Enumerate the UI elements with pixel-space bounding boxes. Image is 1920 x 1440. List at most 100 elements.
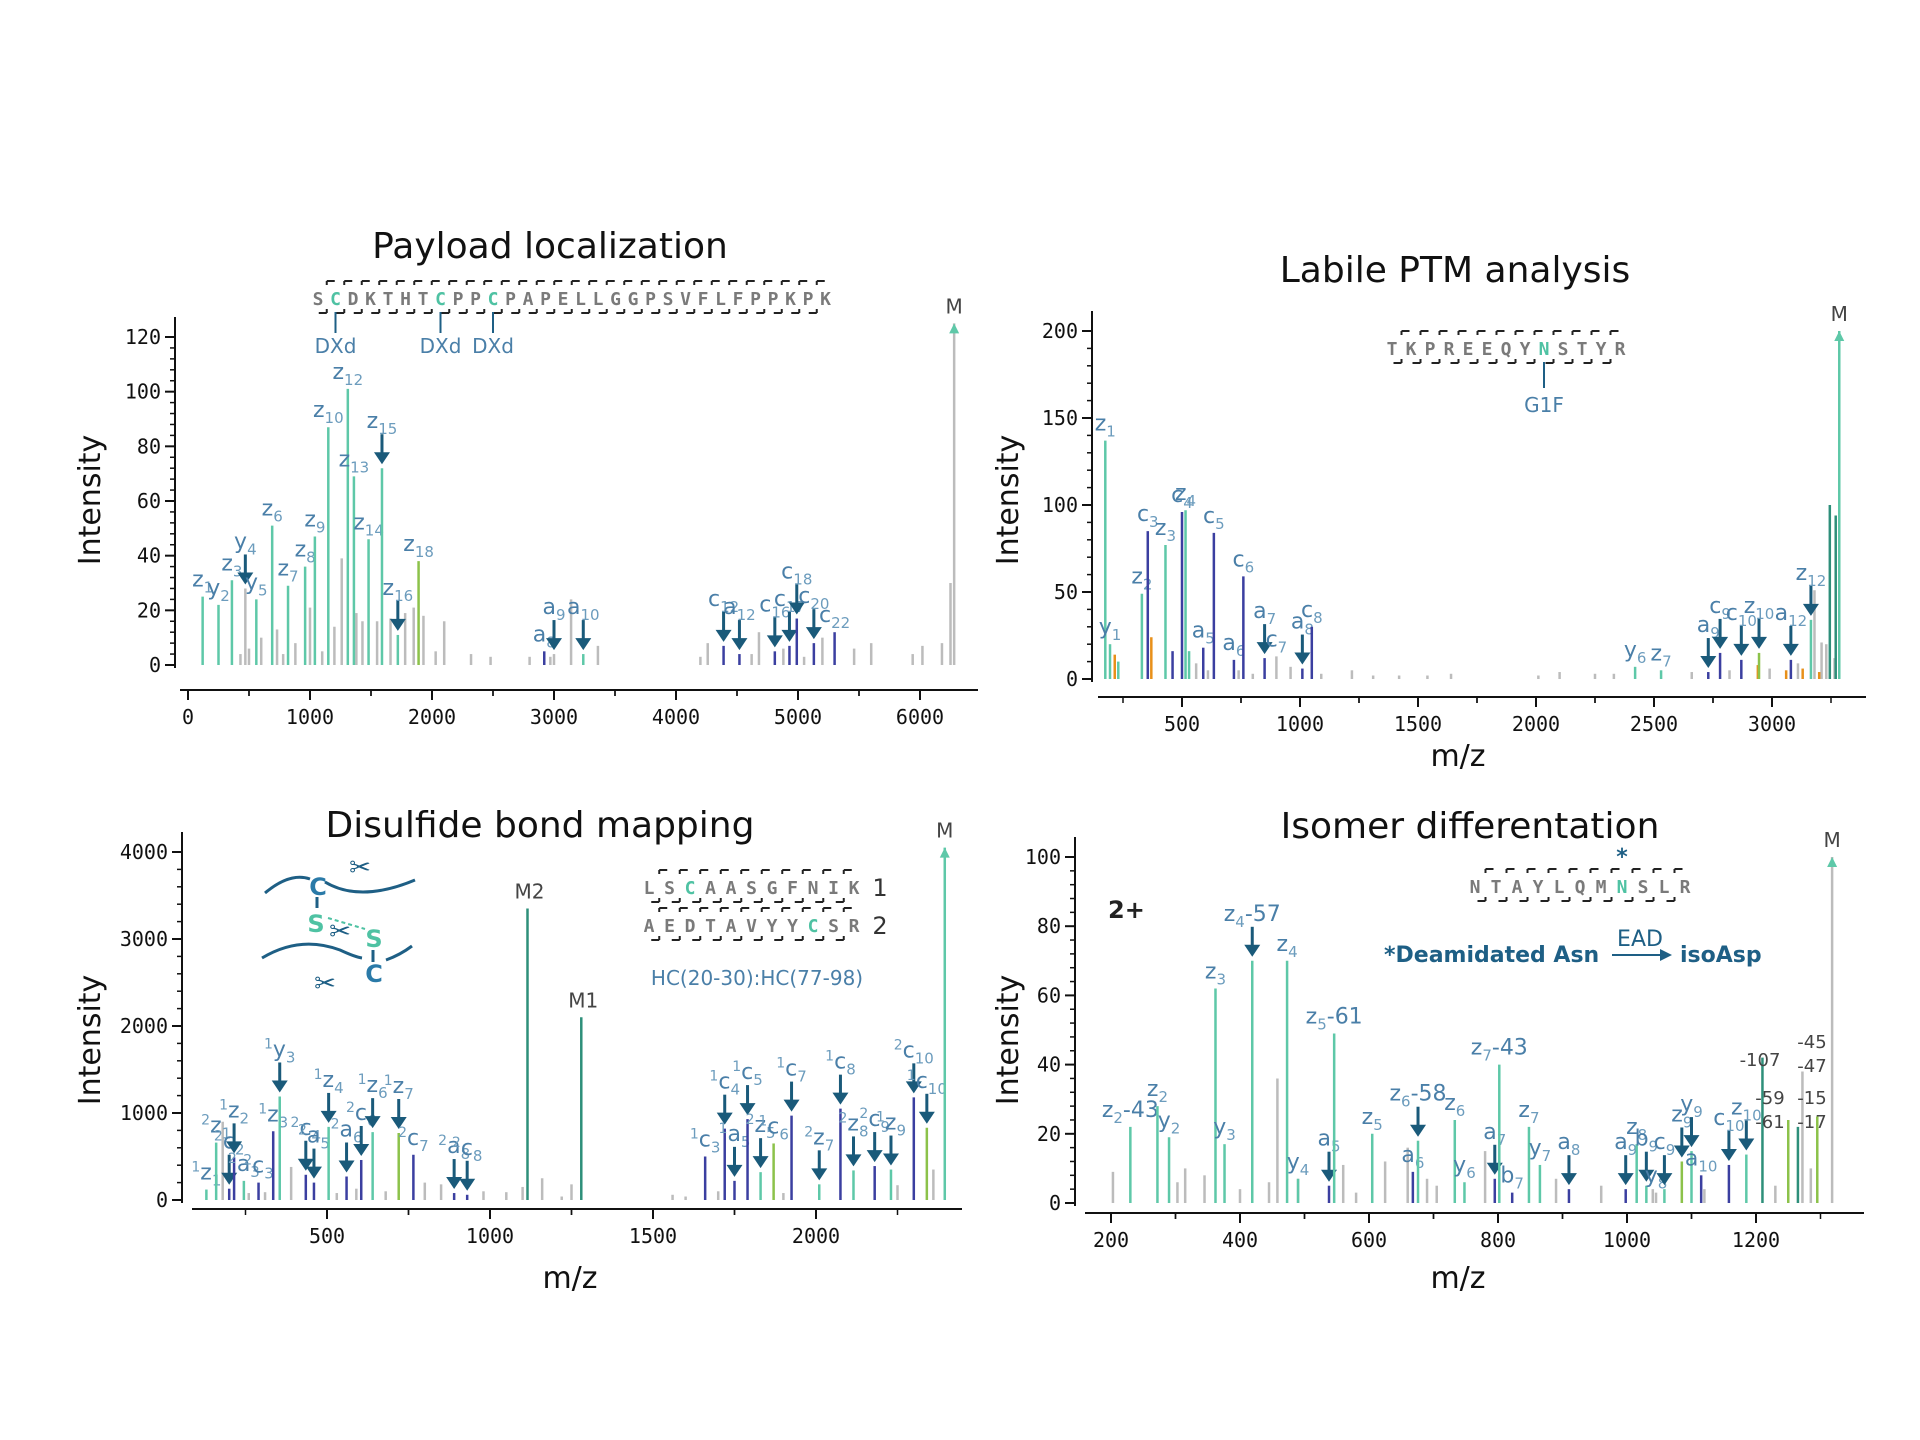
fragment-bracket-top: [658, 869, 668, 874]
sequence-residue: D: [685, 916, 696, 937]
annotation-arrow-label: EAD: [1617, 927, 1663, 952]
sequence-residue: N: [1539, 339, 1550, 360]
ion-label: z3: [1155, 516, 1176, 545]
ion-charge-index: 1: [690, 1127, 699, 1143]
fragment-bracket-top: [1526, 868, 1536, 873]
sequence-residue: R: [849, 916, 860, 937]
fragment-bracket-bottom: [651, 898, 661, 903]
y-tick-label: 120: [125, 325, 161, 349]
ion-number: 5: [766, 1124, 776, 1142]
sequence-residue: C: [488, 289, 499, 310]
arrow-down-icon: [1738, 1138, 1755, 1151]
ion-label: c7: [1266, 627, 1288, 656]
y-tick-label: 0: [1066, 667, 1078, 691]
ion-number: 4: [1235, 913, 1245, 931]
fragment-bracket-bottom: [1582, 897, 1592, 902]
ion-label: a12: [1775, 601, 1808, 630]
ion-neutral-loss: -57: [1245, 902, 1281, 927]
ion-type: c: [355, 1101, 367, 1126]
fragment-bracket-bottom: [1431, 359, 1441, 364]
chart-title: Labile PTM analysis: [1280, 250, 1631, 291]
fragment-bracket-top: [570, 280, 580, 285]
ion-label: 1z7: [384, 1073, 414, 1103]
sequence-index: 2: [872, 912, 887, 940]
fragment-bracket-top: [1533, 330, 1543, 335]
scissors-icon: ✂: [314, 969, 336, 999]
ion-label: z4-57: [1224, 902, 1281, 931]
ion-type: z: [885, 1111, 897, 1136]
ion-type: z: [403, 532, 415, 557]
arrow-down-icon: [739, 1103, 756, 1116]
ion-type: z: [262, 497, 274, 522]
arrow-down-icon: [832, 1092, 849, 1105]
ion-number: 1: [222, 1125, 232, 1143]
ion-type: z: [228, 1098, 240, 1123]
arrow-down-icon: [364, 1116, 381, 1129]
ion-number: 12: [737, 606, 756, 624]
ion-number: 2: [1171, 1119, 1181, 1137]
scissors-icon: ✂: [349, 853, 371, 883]
ion-number: 7: [289, 568, 299, 586]
ion-type: a: [1557, 1130, 1570, 1155]
ion-type: z: [847, 1111, 859, 1136]
sequence-residue: Y: [1533, 877, 1544, 898]
ion-label: a5: [1192, 619, 1215, 648]
sequence-residue: K: [365, 289, 376, 310]
sequence-residue: T: [418, 289, 429, 310]
ion-type: a: [1685, 1146, 1698, 1171]
y-tick-label: 100: [1025, 845, 1061, 869]
ion-type: a: [533, 622, 546, 647]
arrow-down-icon: [1733, 643, 1750, 656]
ion-type: c: [407, 1126, 419, 1151]
sequence-residue: K: [785, 289, 796, 310]
ion-label: z7: [1518, 1098, 1539, 1127]
modification-label: DXd: [420, 334, 462, 358]
ion-label: c10: [1726, 601, 1757, 630]
fragment-bracket-bottom: [353, 309, 363, 314]
x-tick-label: 5000: [774, 705, 822, 729]
ion-type: z: [383, 576, 395, 601]
fragment-bracket-top: [500, 280, 510, 285]
fragment-bracket-bottom: [712, 936, 722, 941]
ion-number: 4: [312, 1127, 322, 1145]
arrow-down-icon: [766, 635, 783, 648]
fragment-bracket-top: [588, 280, 598, 285]
ion-label: c22: [819, 603, 850, 632]
fragment-bracket-top: [553, 280, 563, 285]
ion-number: 9: [556, 606, 566, 624]
fragment-bracket-bottom: [815, 936, 825, 941]
ion-neutral-loss: -43: [1123, 1098, 1159, 1123]
ion-label: z5-61: [1306, 1004, 1363, 1033]
ion-type: z: [1518, 1098, 1530, 1123]
fragment-bracket-bottom: [616, 309, 626, 314]
arrow-down-icon: [226, 1141, 243, 1154]
arrow-down-icon: [715, 629, 732, 642]
fragment-bracket-bottom: [406, 309, 416, 314]
fragment-bracket-top: [430, 280, 440, 285]
sequence-residue: P: [470, 289, 481, 310]
ion-number: 8: [1658, 1175, 1668, 1193]
arrow-down-icon: [1782, 643, 1799, 656]
ion-charge-index: 2: [438, 1133, 447, 1149]
y-tick-label: 100: [125, 380, 161, 404]
sequence-residue: P: [750, 289, 761, 310]
fragment-bracket-top: [699, 907, 709, 912]
arrow-down-icon: [297, 1158, 314, 1171]
fragment-bracket-bottom: [773, 309, 783, 314]
fragment-bracket-bottom: [1540, 897, 1550, 902]
fragment-bracket-bottom: [794, 936, 804, 941]
ion-type: c: [1203, 504, 1215, 529]
sequence-residue: P: [1425, 339, 1436, 360]
sulfur-right: S: [365, 925, 382, 953]
ion-label: z16: [383, 576, 414, 605]
ion-number: 6: [779, 1125, 789, 1143]
fragment-bracket-top: [448, 280, 458, 285]
arrow-down-icon: [805, 627, 822, 640]
fragment-bracket-top: [1552, 330, 1562, 335]
ion-type: c: [819, 603, 831, 628]
ion-charge-index: 1: [876, 1110, 885, 1126]
ion-number: 5: [258, 581, 268, 599]
ion-number: 8: [1313, 609, 1323, 627]
ion-label: z3: [1205, 959, 1226, 988]
arrow-down-icon: [446, 1177, 463, 1190]
